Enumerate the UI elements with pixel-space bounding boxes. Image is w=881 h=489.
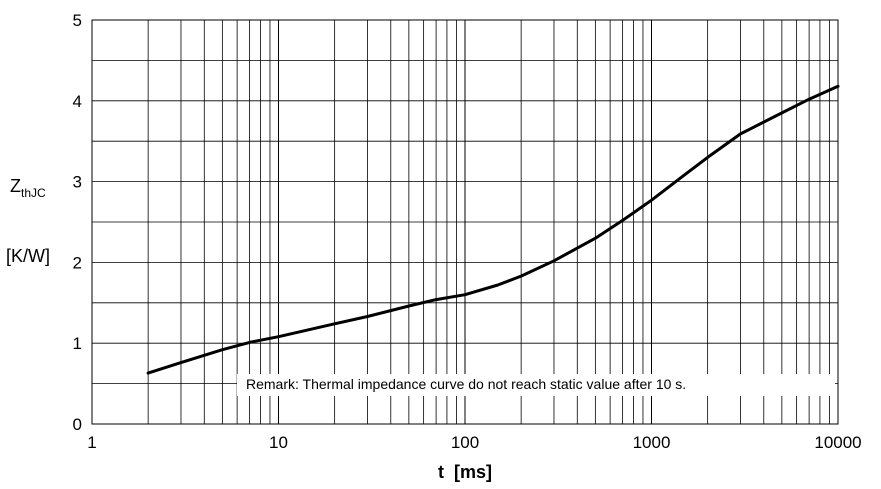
remark-annotation: Remark: Thermal impedance curve do not r…	[237, 374, 835, 396]
y-tick-label: 4	[73, 92, 82, 111]
x-tick-label: 1000	[633, 433, 671, 452]
x-tick-label: 10	[269, 433, 288, 452]
x-tick-label: 1	[87, 433, 96, 452]
y-axis-symbol: Z	[10, 176, 21, 196]
y-tick-labels: 0 1 2 3 4 5	[73, 11, 82, 434]
x-tick-label: 100	[451, 433, 479, 452]
y-tick-label: 5	[73, 11, 82, 30]
remark-background	[237, 374, 835, 396]
y-tick-label: 3	[73, 173, 82, 192]
x-axis-title: t [ms]	[438, 462, 492, 482]
zthjc-curve	[146, 84, 840, 375]
curve-layer	[146, 84, 840, 375]
grid	[92, 20, 838, 424]
y-tick-label: 0	[73, 415, 82, 434]
x-tick-labels: 1 10 100 1000 10000	[87, 433, 861, 452]
y-axis-unit: [K/W]	[6, 246, 50, 266]
remark-text: Remark: Thermal impedance curve do not r…	[246, 376, 686, 392]
y-axis-subscript: thJC	[21, 186, 46, 200]
plot-frame	[91, 19, 839, 425]
y-tick-label: 1	[73, 334, 82, 353]
y-axis-title: ZthJC	[10, 176, 46, 200]
x-tick-label: 10000	[814, 433, 861, 452]
y-tick-label: 2	[73, 253, 82, 272]
